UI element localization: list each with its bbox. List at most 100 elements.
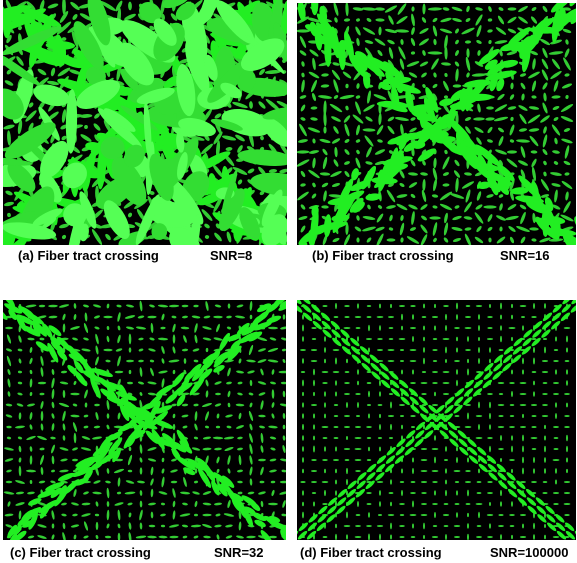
glyph [533,523,535,529]
glyph [344,525,351,527]
glyph [542,360,548,362]
glyph [498,514,503,516]
glyph [555,336,557,341]
glyph [533,534,535,540]
glyph [324,469,326,474]
glyph [477,525,482,527]
glyph [388,360,395,362]
glyph [302,435,304,441]
glyph [344,393,350,395]
glyph [324,391,326,397]
glyph [311,404,317,406]
glyph [544,303,546,308]
glyph [390,535,392,540]
glyph [467,534,469,540]
glyph [520,305,527,307]
glyph [302,469,304,474]
glyph [410,360,417,362]
glyph [465,481,471,483]
glyph [553,393,559,395]
glyph [477,481,482,483]
glyph [300,349,306,351]
glyph [399,305,405,307]
glyph [401,469,403,474]
glyph [511,370,513,375]
glyph [423,347,425,352]
glyph [467,359,469,363]
glyph [487,492,493,494]
glyph [388,514,395,516]
glyph [390,479,392,484]
glyph [565,360,570,362]
snr-label: SNR=32 [214,545,264,560]
glyph [445,359,447,363]
glyph [379,414,381,418]
glyph [456,314,458,320]
glyph [313,369,315,376]
glyph [390,402,392,409]
glyph [510,525,515,527]
glyph [334,415,338,417]
glyph [509,514,515,516]
glyph [509,327,516,329]
glyph [6,481,12,484]
glyph [355,470,361,472]
glyph [411,481,416,483]
glyph [566,380,568,386]
glyph [377,349,383,351]
glyph [410,492,416,494]
glyph [476,536,482,538]
glyph [487,481,492,483]
glyph [335,358,337,365]
glyph [531,404,537,406]
glyph [412,524,414,529]
glyph [399,536,404,538]
glyph [500,325,502,331]
glyph [335,490,337,496]
glyph [543,481,548,483]
glyph [522,369,524,374]
glyph [311,349,317,351]
glyph [346,512,348,519]
glyph [389,492,394,494]
glyph [456,348,458,353]
glyph [444,503,449,505]
glyph [412,314,414,319]
glyph [432,371,438,373]
glyph [542,415,548,417]
glyph [410,305,415,307]
glyph [379,424,381,430]
glyph [313,446,315,453]
glyph [522,446,524,453]
glyph [564,415,569,417]
glyph [445,314,447,320]
glyph [564,327,571,329]
glyph [467,513,469,517]
glyph [421,481,427,483]
glyph [499,393,503,395]
glyph [432,448,439,450]
glyph [421,448,427,450]
glyph [532,448,537,450]
glyph [445,534,447,540]
glyph [520,514,526,516]
snr-label: SNR=100000 [490,545,568,560]
glyph [566,403,568,408]
glyph [544,524,546,528]
glyph [335,380,337,386]
glyph [322,459,328,461]
glyph [455,503,460,505]
glyph [335,534,337,540]
glyph [531,415,536,417]
glyph [511,469,513,473]
glyph [367,382,372,384]
glyph [544,436,546,441]
glyph [532,338,537,340]
glyph [533,347,535,353]
glyph [390,502,392,507]
glyph [421,393,426,395]
glyph [432,470,439,472]
glyph [498,382,505,384]
glyph [302,512,304,519]
glyph [456,303,458,310]
